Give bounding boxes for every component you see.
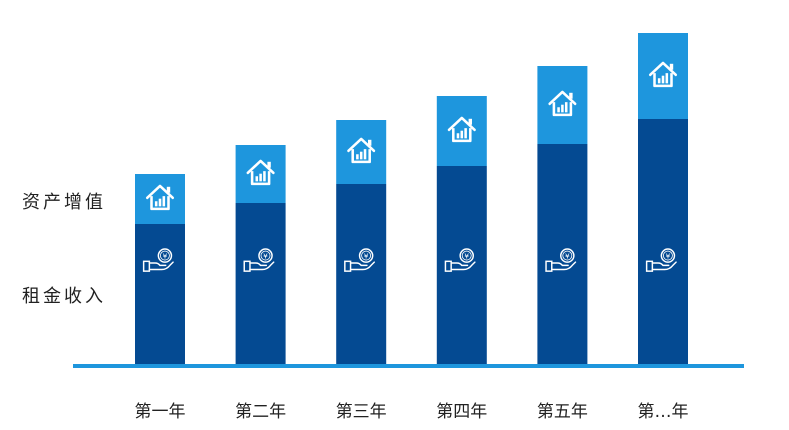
category-label: 第二年: [235, 402, 286, 422]
category-label: 第四年: [436, 402, 487, 422]
bar-rental-income-3: [336, 184, 387, 364]
bar-rental-income-2: [235, 203, 286, 364]
category-label: 第五年: [537, 402, 588, 422]
category-label: 第三年: [336, 402, 387, 422]
bar-rental-income-5: [537, 144, 588, 364]
bar-rental-income-6: [638, 119, 688, 364]
category-label: 第一年: [135, 402, 186, 422]
bar-rental-income-1: [135, 224, 185, 364]
legend-rental-income: 租金收入: [22, 286, 106, 307]
legend-asset-appreciation: 资产增值: [22, 192, 106, 213]
category-label: 第…年: [638, 402, 689, 422]
